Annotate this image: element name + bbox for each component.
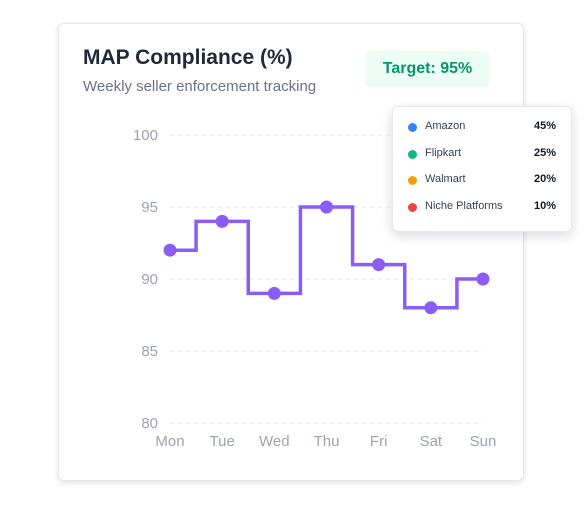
chart-card: MAP Compliance (%) Weekly seller enforce… xyxy=(58,23,524,481)
legend-item-niche-platforms[interactable]: Niche Platforms 10% xyxy=(393,198,571,225)
data-point[interactable] xyxy=(372,258,386,272)
legend-item-amazon[interactable]: Amazon 45% xyxy=(393,118,571,145)
data-point[interactable] xyxy=(476,272,490,286)
legend-item-flipkart[interactable]: Flipkart 25% xyxy=(393,145,571,172)
data-point[interactable] xyxy=(215,214,229,228)
legend-label: Walmart xyxy=(425,173,466,185)
legend-dot-icon xyxy=(408,149,417,159)
legend-panel: Amazon 45% Flipkart 25% Walmart 20% Nich… xyxy=(392,106,572,232)
legend-label: Niche Platforms xyxy=(425,199,503,212)
x-tick-label: Sat xyxy=(420,433,443,450)
compliance-points xyxy=(163,200,490,315)
x-tick-label: Tue xyxy=(210,433,235,450)
data-point[interactable] xyxy=(320,200,333,214)
legend-dot-icon xyxy=(408,202,417,212)
x-tick-label: Fri xyxy=(370,433,388,450)
legend-value: 10% xyxy=(533,199,556,212)
legend-label: Flipkart xyxy=(425,146,462,159)
legend-dot-icon xyxy=(408,176,417,185)
x-tick-label: Mon xyxy=(155,433,184,450)
y-tick-label: 100 xyxy=(133,127,158,144)
y-tick-label: 90 xyxy=(141,271,158,288)
chart-subtitle: Weekly seller enforcement tracking xyxy=(83,78,317,95)
legend-value: 45% xyxy=(533,120,556,132)
x-tick-label: Sun xyxy=(470,433,497,450)
data-point[interactable] xyxy=(163,243,177,257)
chart-title: MAP Compliance (%) xyxy=(83,46,293,69)
x-tick-label: Wed xyxy=(259,433,290,450)
y-tick-label: 95 xyxy=(141,199,158,216)
target-badge: Target: 95% xyxy=(365,51,490,87)
y-tick-label: 80 xyxy=(141,415,158,432)
data-point[interactable] xyxy=(424,301,438,315)
legend-item-walmart[interactable]: Walmart 20% xyxy=(393,171,571,198)
legend-value: 25% xyxy=(533,146,556,159)
y-tick-label: 85 xyxy=(141,343,158,360)
x-tick-label: Thu xyxy=(314,433,340,450)
legend-dot-icon xyxy=(408,123,417,132)
data-point[interactable] xyxy=(267,286,281,300)
legend-label: Amazon xyxy=(425,120,466,132)
y-axis-ticks: 80 85 90 95 100 xyxy=(133,127,158,432)
legend-value: 20% xyxy=(533,173,556,185)
x-axis-ticks: Mon Tue Wed Thu Fri Sat Sun xyxy=(155,433,496,450)
